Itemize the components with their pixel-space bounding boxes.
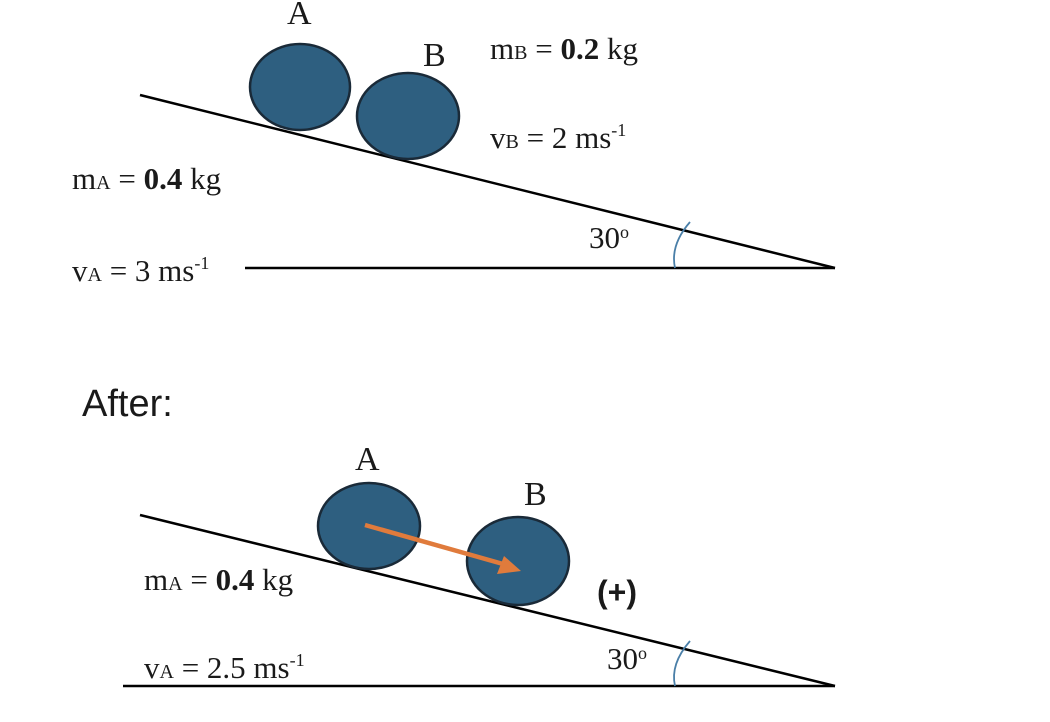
before-angle-arc: [673, 221, 691, 269]
before-velocity-b: vB = 2 ms-1: [490, 120, 626, 155]
direction-sign: (+): [597, 574, 637, 610]
after-heading: After:: [82, 383, 173, 425]
before-mass-b: mB = 0.2 kg: [490, 31, 638, 66]
after-ball-a-label: A: [355, 441, 380, 478]
after-velocity-a: vA = 2.5 ms-1: [144, 650, 305, 685]
before-ball-a-label: A: [287, 0, 312, 32]
after-ball-b: [465, 515, 571, 607]
before-velocity-a: vA = 3 ms-1: [72, 253, 209, 288]
after-mass-a: mA = 0.4 kg: [144, 562, 293, 597]
velocity-arrow: [364, 522, 510, 566]
after-scene: A B mA = 0.4 kg vA = 2.5 ms-1 (+) 30o: [123, 441, 836, 688]
before-scene: A B mB = 0.2 kg vB = 2 ms-1 mA = 0.4 kg …: [72, 0, 836, 288]
before-mass-a: mA = 0.4 kg: [72, 161, 221, 196]
velocity-arrow-head: [497, 556, 521, 574]
before-ball-b: [355, 71, 461, 161]
after-angle-arc: [673, 640, 691, 687]
before-ball-b-label: B: [423, 37, 446, 74]
before-incline-line: [139, 93, 836, 270]
after-angle-label: 30o: [607, 641, 647, 676]
before-angle-label: 30o: [589, 220, 629, 255]
after-incline-line: [139, 513, 836, 688]
after-ball-b-label: B: [524, 476, 547, 513]
before-ball-a: [248, 42, 352, 132]
